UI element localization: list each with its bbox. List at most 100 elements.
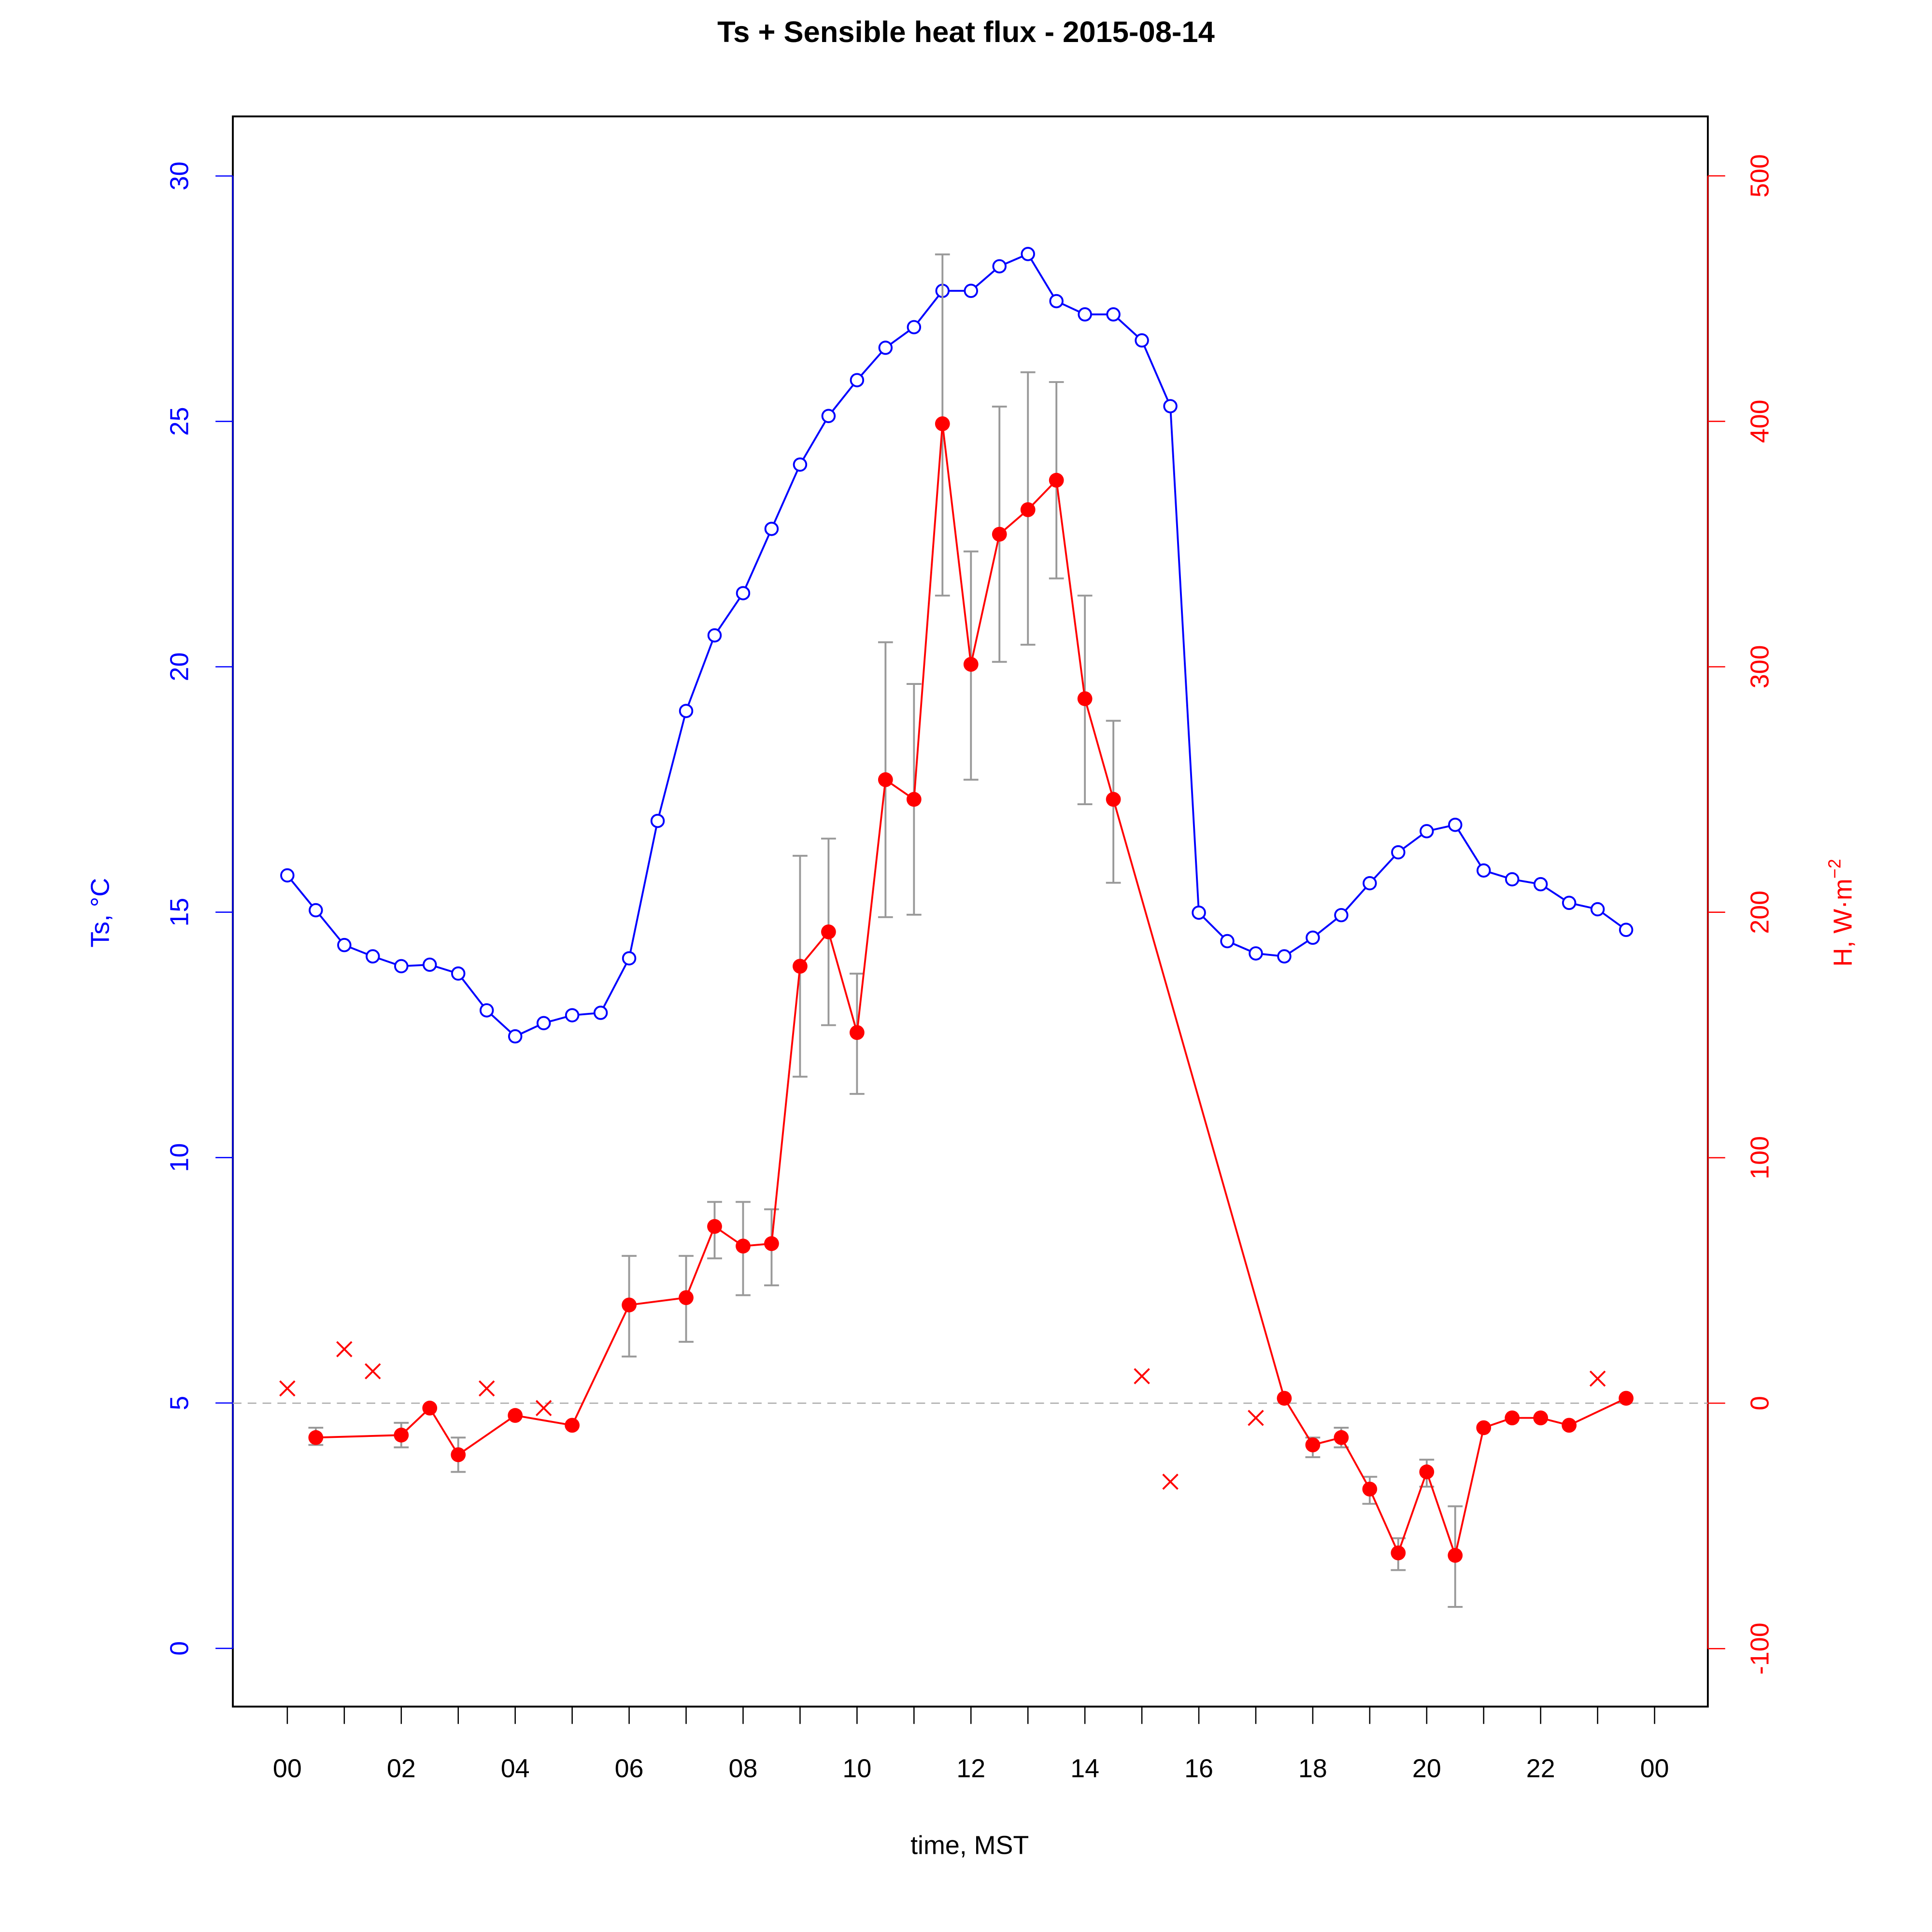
x-tick-label: 02: [387, 1754, 416, 1783]
ts-point: [1163, 399, 1178, 413]
ts-point: [907, 320, 922, 335]
ts-point: [280, 868, 295, 883]
ts-point: [707, 628, 722, 643]
right-tick-label: 0: [1746, 1396, 1775, 1410]
ts-point: [536, 1016, 551, 1030]
h-point: [821, 924, 836, 939]
ts-point: [679, 704, 694, 718]
h-point: [707, 1219, 722, 1234]
h-gapfilled-marker: [478, 1380, 495, 1397]
h-point: [1419, 1464, 1435, 1479]
right-axis-label: H, W·m−2: [1825, 859, 1857, 966]
x-tick-label: 08: [729, 1754, 758, 1783]
ts-line: [286, 253, 1627, 1037]
x-tick-label: 22: [1526, 1754, 1555, 1783]
ts-point: [1277, 949, 1292, 964]
h-point: [1505, 1410, 1520, 1426]
right-tick-label: 300: [1746, 645, 1775, 689]
ts-point: [1106, 307, 1121, 322]
chart-title: Ts + Sensible heat flux - 2015-08-14: [717, 15, 1215, 49]
ts-point: [1534, 877, 1548, 892]
h-point: [963, 657, 979, 672]
x-tick-label: 12: [956, 1754, 985, 1783]
right-tick-label: 500: [1746, 154, 1775, 198]
ts-point: [337, 938, 352, 952]
h-point: [508, 1408, 523, 1423]
left-tick-label: 25: [165, 407, 194, 436]
h-point: [1277, 1391, 1292, 1406]
ts-point: [423, 957, 437, 972]
x-tick-label: 00: [273, 1754, 302, 1783]
h-gapfilled-marker: [279, 1380, 296, 1397]
h-point: [622, 1297, 637, 1313]
ts-point: [1135, 333, 1149, 348]
left-tick-label: 10: [165, 1143, 194, 1172]
h-point: [422, 1400, 438, 1416]
ts-point: [565, 1008, 580, 1023]
x-tick-label: 18: [1298, 1754, 1327, 1783]
h-point: [565, 1418, 580, 1433]
right-tick-label: 400: [1746, 399, 1775, 443]
h-point: [1391, 1545, 1406, 1561]
ts-point: [479, 1003, 494, 1018]
h-point: [793, 959, 808, 974]
x-tick-label: 06: [615, 1754, 644, 1783]
ts-point: [1249, 946, 1263, 961]
ts-point: [1049, 294, 1064, 309]
h-point: [679, 1290, 694, 1305]
ts-point: [1590, 902, 1605, 917]
h-point: [764, 1236, 779, 1251]
h-point: [1533, 1410, 1548, 1426]
ts-point: [366, 949, 380, 964]
h-point: [394, 1427, 409, 1443]
ts-point: [309, 903, 323, 918]
ts-point: [878, 341, 893, 355]
h-point: [736, 1238, 751, 1254]
h-gapfilled-marker: [1162, 1473, 1179, 1490]
ts-point: [1220, 934, 1235, 949]
ts-point: [821, 409, 836, 424]
h-point: [849, 1025, 865, 1040]
h-gapfilled-marker: [1589, 1370, 1606, 1387]
ts-point: [1021, 247, 1035, 261]
left-axis-label: Ts, °C: [86, 878, 115, 948]
x-tick-label: 00: [1640, 1754, 1669, 1783]
h-point: [451, 1447, 466, 1463]
ts-point: [1391, 845, 1406, 860]
left-tick-label: 5: [165, 1396, 194, 1410]
right-tick-label: 200: [1746, 891, 1775, 934]
h-point: [1362, 1481, 1378, 1497]
ts-point: [1078, 307, 1092, 322]
h-point: [1562, 1418, 1577, 1433]
ts-point: [1306, 930, 1320, 945]
plot-frame: [232, 115, 1709, 1708]
h-point: [1305, 1437, 1321, 1452]
h-gapfilled-marker: [365, 1363, 381, 1379]
ts-point: [622, 951, 637, 966]
right-tick-label: 100: [1746, 1136, 1775, 1179]
right-tick-label: -100: [1746, 1622, 1775, 1675]
ts-point: [1477, 863, 1491, 878]
ts-point: [1192, 905, 1206, 920]
h-point: [1049, 472, 1064, 488]
ts-point: [451, 966, 466, 981]
h-point: [992, 526, 1007, 542]
h-point: [1448, 1548, 1463, 1563]
h-point: [1476, 1420, 1492, 1435]
left-tick-label: 15: [165, 898, 194, 927]
x-tick-label: 14: [1070, 1754, 1099, 1783]
ts-point: [850, 373, 865, 387]
x-axis-label: time, MST: [910, 1831, 1029, 1860]
ts-point: [394, 959, 409, 974]
ts-point: [1619, 923, 1634, 937]
ts-point: [992, 259, 1007, 274]
h-gapfilled-marker: [535, 1400, 552, 1417]
x-tick-label: 20: [1412, 1754, 1441, 1783]
ts-point: [736, 586, 751, 600]
h-point: [935, 416, 950, 431]
x-tick-label: 16: [1184, 1754, 1213, 1783]
left-tick-label: 30: [165, 161, 194, 190]
ts-point: [1363, 876, 1377, 891]
h-point: [1334, 1430, 1349, 1445]
